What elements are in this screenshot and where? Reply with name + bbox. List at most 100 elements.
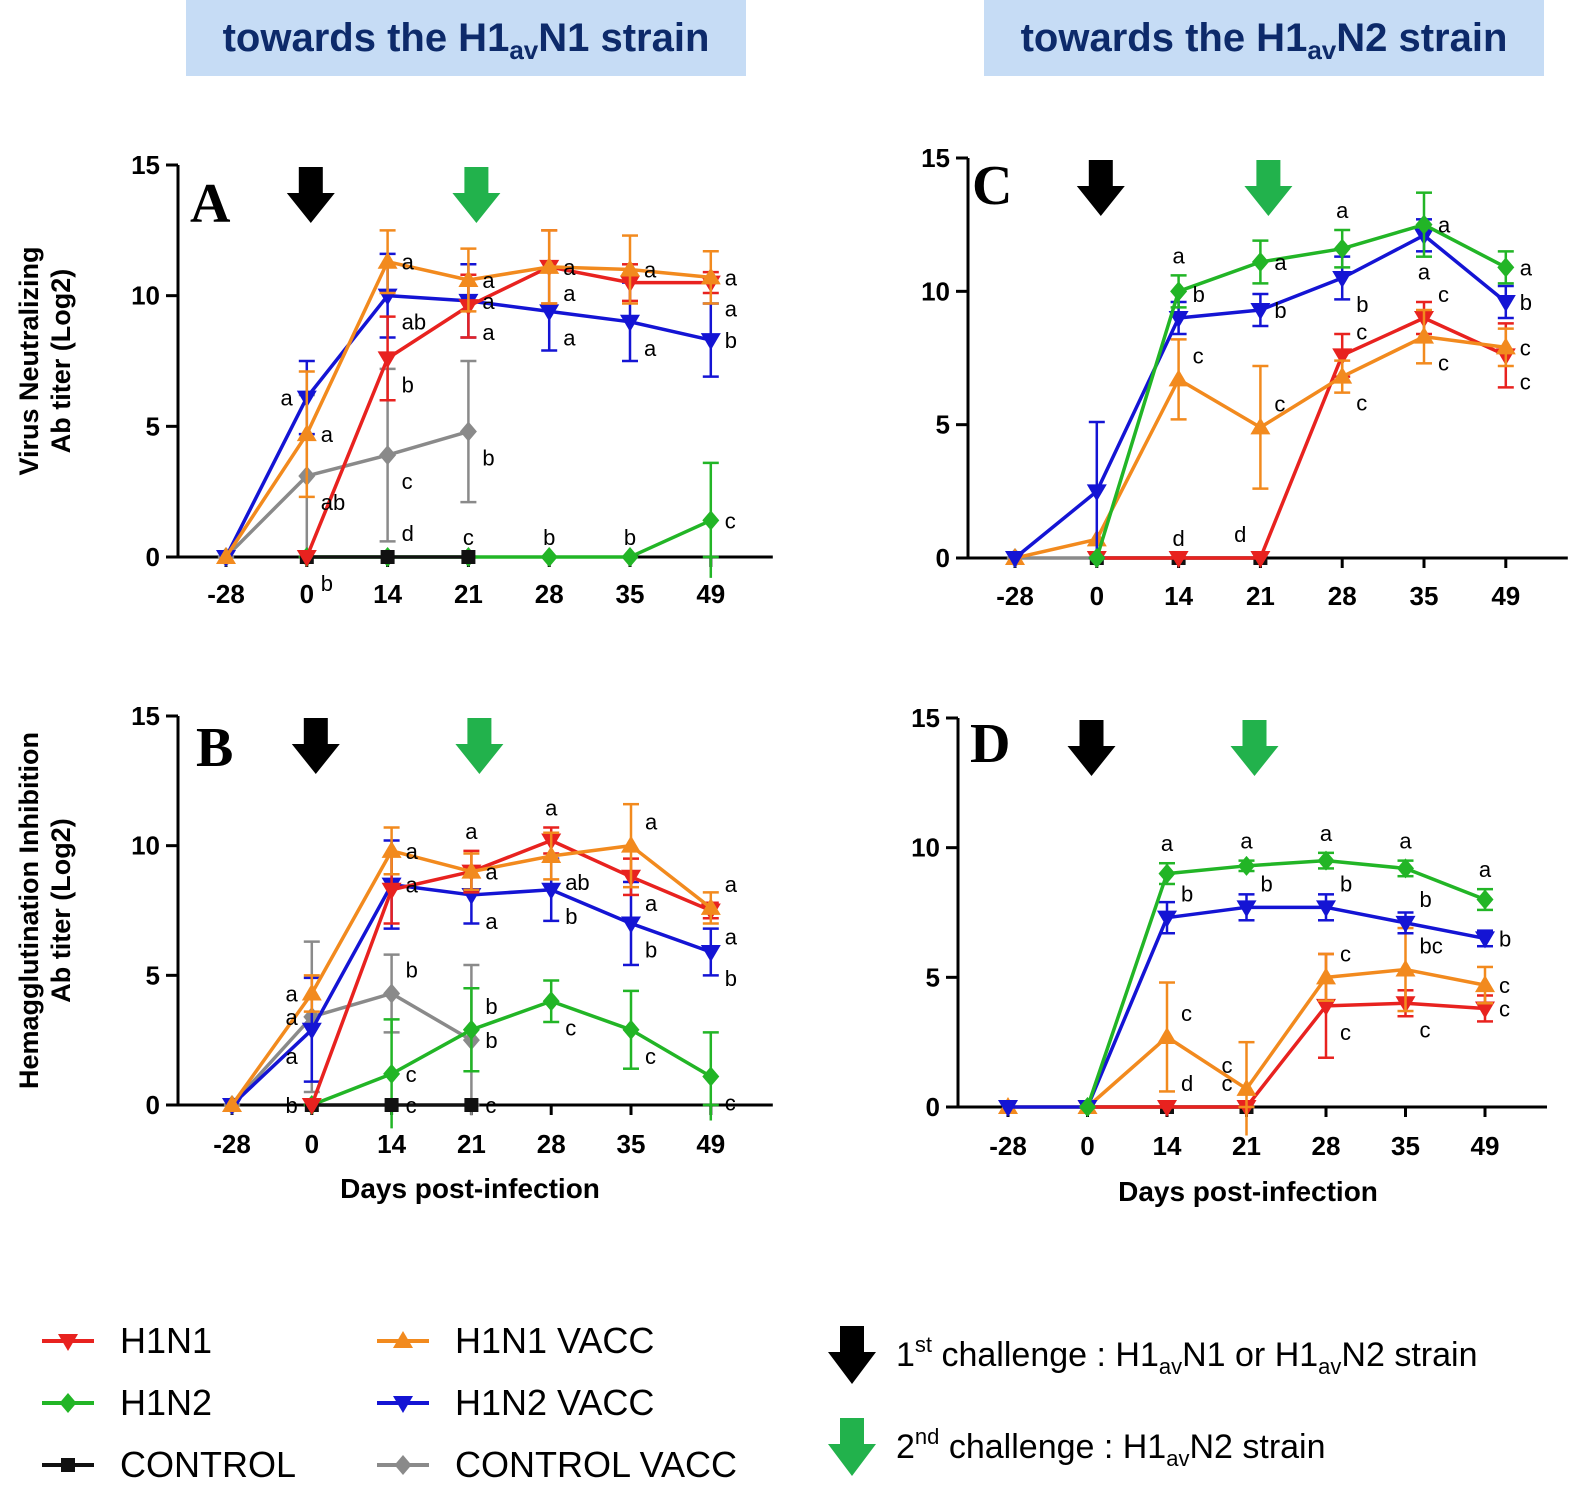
second-challenge-arrow-icon [1230,720,1279,776]
data-point [1088,548,1106,568]
significance-letter: d [1181,1071,1193,1096]
y-tick-label: 10 [131,831,160,861]
legend-symbol [377,1331,429,1348]
data-point [541,882,562,900]
y-tick-label: 15 [921,143,950,173]
significance-letter: b [485,994,497,1019]
significance-letter: c [1222,1071,1233,1096]
data-point [1250,417,1271,435]
significance-letter: a [485,909,498,934]
significance-letter: c [645,1044,656,1069]
significance-letter: a [482,320,495,345]
significance-letter: ab [321,490,345,515]
y-tick-label: 5 [926,962,940,992]
significance-letter: c [1438,351,1449,376]
data-point [1168,311,1189,328]
x-tick-label: 14 [377,1129,406,1159]
data-point [620,259,640,277]
significance-letter: c [1181,1001,1192,1026]
data-point [1005,551,1025,568]
significance-letter: b [1181,882,1193,907]
panel-d: 0 5 10 15 -28 0 14 21 28 35 49 D Days post-infection… [911,703,1547,1207]
panel-a: 0 5 10 15 -28 0 14 21 28 35 49 A Virus Neutralizing A… [14,150,773,609]
first-challenge-arrow-icon [1076,160,1125,216]
series-line [1095,222,1507,559]
legend-marker [58,1334,78,1351]
y-axis-label-2: Ab titer (Log2) [46,818,76,1002]
data-point [1395,915,1416,933]
series-h1n1-vacc [1005,308,1516,565]
legend-item-control: CONTROL [40,1444,296,1486]
significance-letter: a [1172,243,1185,268]
legend-marker [59,1393,77,1413]
data-point [458,269,479,287]
significance-letter: a [1418,259,1431,284]
header-right-sub: av [1307,35,1337,65]
first-challenge-text: 1st challenge : H1avN1 or H1avN2 strain [896,1331,1478,1379]
panel-label: A [190,173,231,235]
series-line [1085,858,1486,1108]
significance-letter: b [725,966,737,991]
data-point [1397,858,1414,879]
data-point [1332,366,1353,384]
x-tick-label: 0 [300,579,314,609]
significance-letter: c [1340,941,1351,966]
data-point [702,510,720,531]
series-line [310,838,712,1106]
y-axis-label-2: Ab titer (Log2) [46,269,76,453]
data-point [1414,326,1434,344]
legend-symbol [42,1393,94,1413]
series-control-vacc [217,359,477,567]
significance-letter: a [644,336,657,361]
header-left-post: N1 strain [538,16,710,60]
series-control [299,550,476,564]
legend-item-h1n1-vacc: H1N1 VACC [375,1320,654,1362]
y-tick-label: 5 [146,411,160,441]
series-h1n1 [301,826,721,1115]
data-point [216,547,236,564]
significance-letter: c [1356,319,1367,344]
legend-marker [61,1458,75,1472]
significance-letter: a [645,891,658,916]
significance-letter: a [563,255,576,280]
data-point [381,840,402,858]
significance-letter: c [485,1093,496,1118]
significance-letter: a [286,981,299,1006]
x-tick-label: 49 [1471,1131,1500,1161]
significance-letter: c [1499,973,1510,998]
significance-letter: a [1320,821,1333,846]
data-point [1250,551,1271,568]
data-point [1238,855,1255,876]
significance-letter: d [1234,522,1246,547]
data-point [1158,863,1176,884]
panel-label: D [970,713,1010,775]
data-point [1168,369,1189,387]
significance-letter: b [565,904,577,929]
x-tick-label: 21 [1246,581,1275,611]
significance-letter: a [1399,829,1412,854]
data-point [1157,1026,1177,1044]
data-point [1333,238,1351,259]
data-point [1317,850,1335,871]
x-tick-label: 28 [535,579,564,609]
legend-symbol [42,1334,94,1351]
significance-letter: a [725,872,738,897]
data-point [301,1022,322,1040]
data-point [1157,1100,1177,1117]
data-point [1316,967,1336,985]
significance-letter: a [725,297,738,322]
y-tick-label: 15 [911,703,940,733]
first-challenge-legend: 1st challenge : H1avN1 or H1avN2 strain [828,1326,1477,1384]
significance-letter: a [402,250,415,275]
legend-label: H1N2 [120,1382,213,1423]
data-point [1395,959,1416,977]
data-point [301,983,322,1001]
header-left-text: towards the H1 [222,16,510,60]
data-point [1316,900,1336,918]
legend-marker [393,1331,413,1348]
first-challenge-arrow-icon [1067,720,1116,776]
header-right-post: N2 strain [1336,16,1508,60]
x-tick-label: 35 [1410,581,1439,611]
significance-letter: b [406,957,418,982]
